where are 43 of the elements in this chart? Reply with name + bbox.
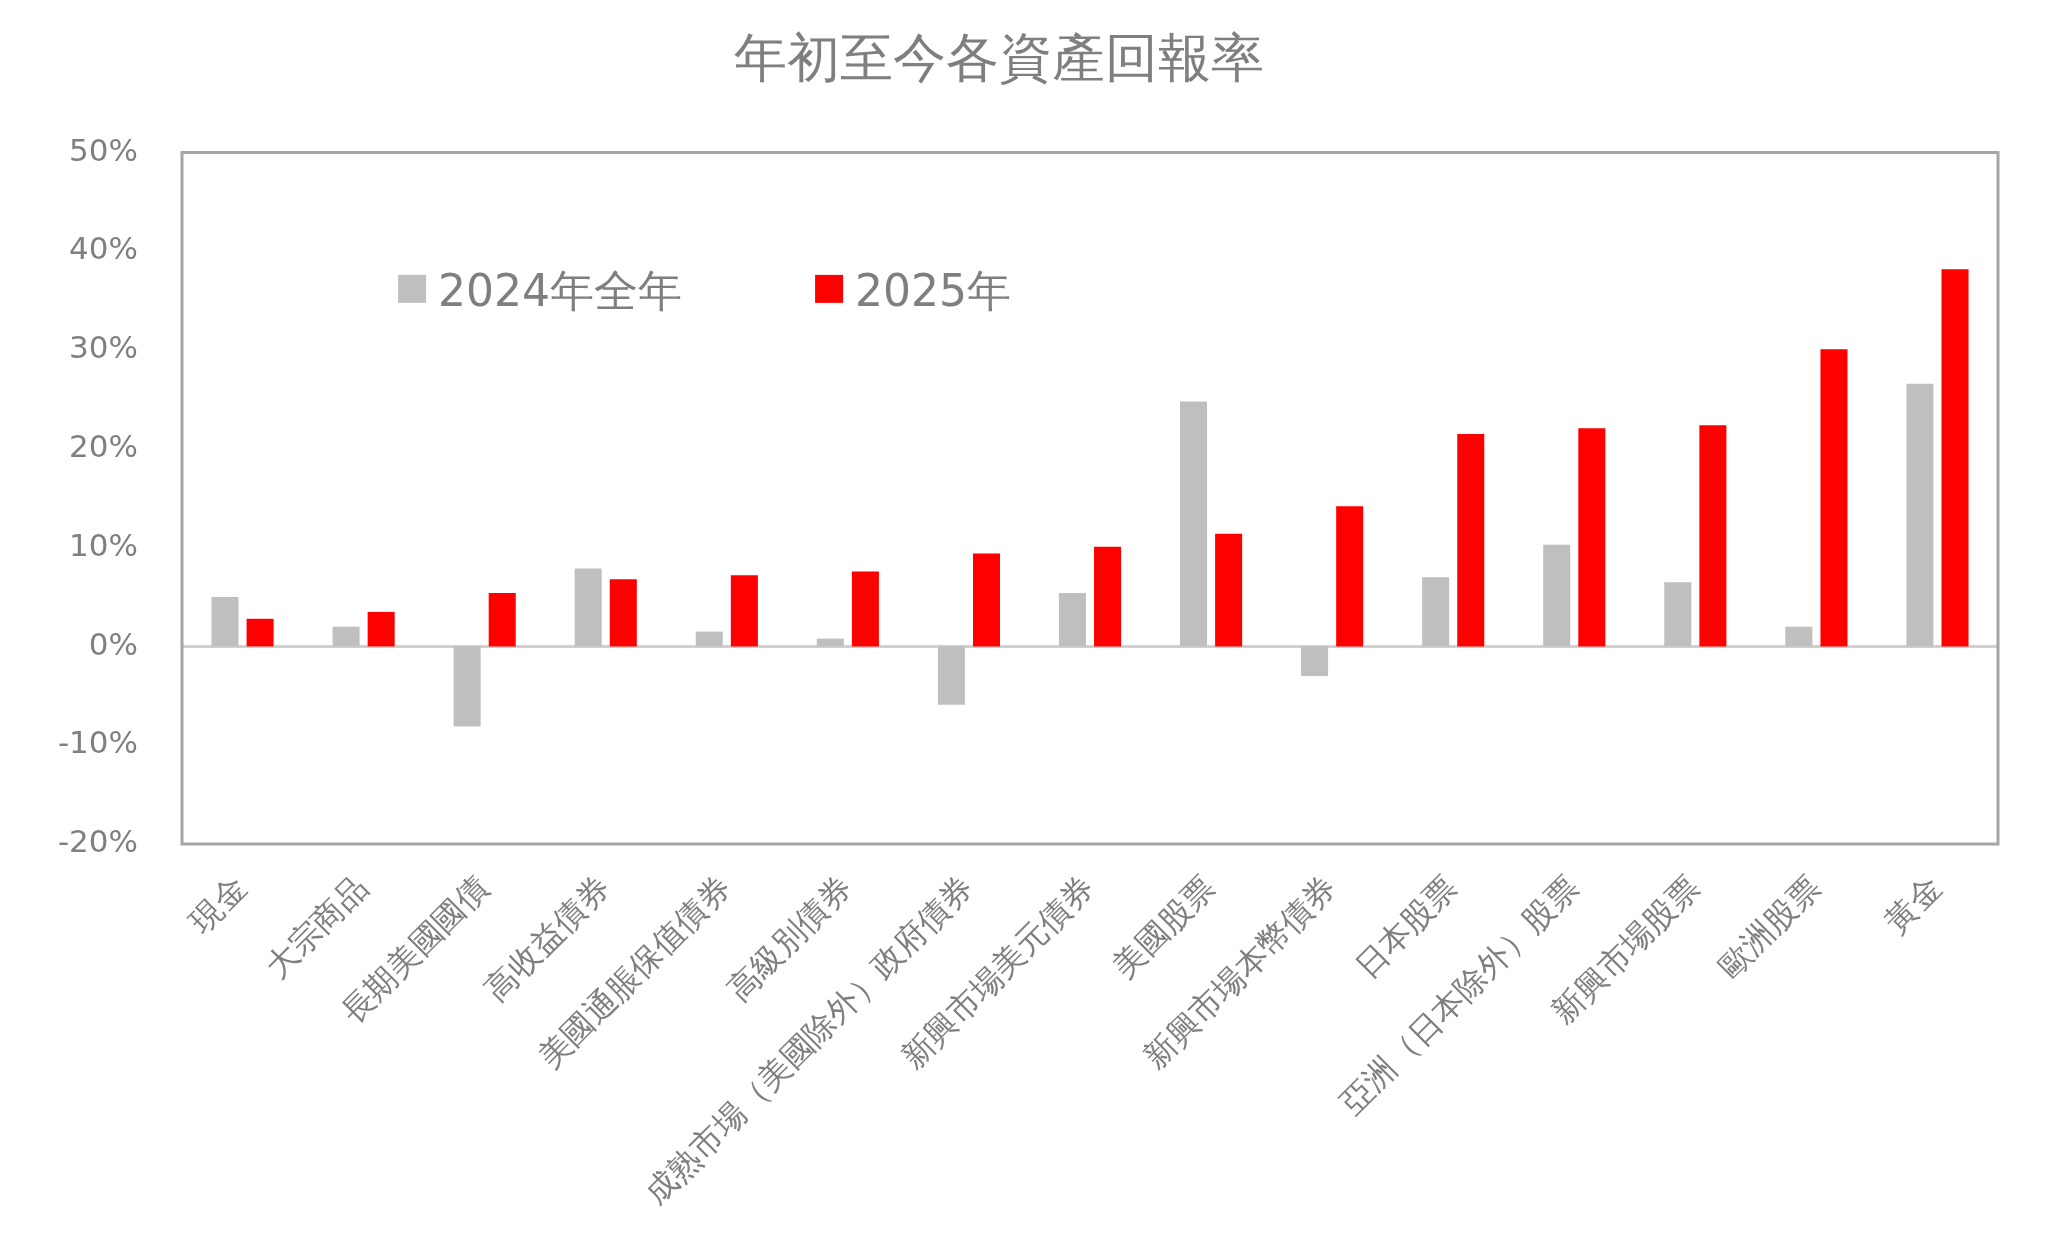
bar <box>246 618 274 647</box>
bar <box>1094 546 1122 647</box>
y-tick-label: 40% <box>69 230 138 267</box>
chart-title: 年初至今各資產回報率 <box>734 26 1264 88</box>
bar <box>1578 428 1606 647</box>
bar <box>1179 401 1208 647</box>
bar <box>1301 646 1329 677</box>
bar <box>730 575 758 647</box>
bar <box>1336 506 1364 647</box>
bar <box>367 611 395 647</box>
x-tick-label: 黃金 <box>1876 868 1949 941</box>
bar <box>1820 349 1848 647</box>
x-tick-label: 歐洲股票 <box>1710 868 1828 986</box>
y-tick-label: 10% <box>69 526 138 563</box>
bar <box>1906 383 1934 647</box>
bar <box>453 646 481 727</box>
bar <box>1215 533 1243 647</box>
bar <box>695 631 723 647</box>
bar <box>1543 544 1571 647</box>
bar <box>1422 577 1450 647</box>
bar <box>609 579 637 647</box>
bar <box>937 646 965 705</box>
bar <box>488 593 516 647</box>
x-tick-label: 現金 <box>181 868 255 941</box>
bar <box>574 568 602 647</box>
y-tick-label: 0% <box>88 625 138 662</box>
legend-label: 2025年 <box>855 265 1012 317</box>
bar <box>332 626 360 647</box>
bar <box>1664 582 1692 647</box>
y-tick-label: 50% <box>69 131 138 168</box>
bar <box>1058 593 1086 647</box>
legend-label: 2024年全年 <box>438 265 683 317</box>
y-tick-label: 30% <box>69 329 138 366</box>
bar <box>1785 626 1813 647</box>
bar <box>1941 269 1969 647</box>
bar <box>972 553 1001 647</box>
bar <box>211 597 239 647</box>
y-tick-label: -10% <box>57 724 138 761</box>
y-tick-label: 20% <box>69 427 138 464</box>
bar <box>1699 425 1727 647</box>
bar <box>851 571 879 647</box>
bar <box>1457 434 1485 647</box>
y-tick-label: -20% <box>57 823 138 860</box>
